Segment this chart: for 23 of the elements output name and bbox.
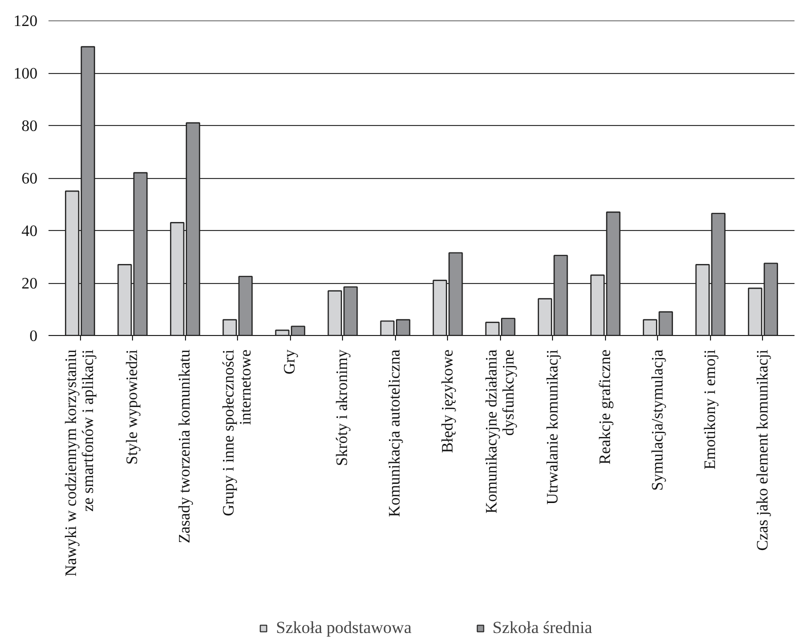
legend-label: Szkoła podstawowa xyxy=(276,618,412,638)
x-tick-label: Gry xyxy=(282,349,299,374)
x-tick-label: Komunikacyjne działania dysfunkcyjne xyxy=(483,350,518,514)
y-tick-label: 100 xyxy=(14,66,38,82)
x-tick-label: Reakcje graficzne xyxy=(596,350,614,465)
x-tick-label: Symulacja/stymulacja xyxy=(649,350,666,491)
x-tick-label: Czas jako element komunikacji xyxy=(754,348,772,551)
x-tick-label: Style wypowiedzi xyxy=(124,348,142,465)
y-tick-label: 20 xyxy=(22,276,38,292)
y-tick-label: 120 xyxy=(14,13,38,30)
x-tick-label: Skróty i akronimy xyxy=(334,350,352,466)
y-tick-label: 60 xyxy=(22,170,38,188)
y-tick-label: 40 xyxy=(22,223,38,240)
x-tick-label: Emotikony i emoji xyxy=(702,348,719,470)
x-tick-label: Komunikacja autoteliczna xyxy=(386,350,404,517)
x-tick-label: Grupy i inne społeczności internetowe xyxy=(220,348,255,516)
y-tick-label: 0 xyxy=(30,328,38,345)
x-tick-label: Błędy językowe xyxy=(439,349,456,454)
y-tick-label: 80 xyxy=(22,118,38,135)
x-tick-label: Zasady tworzenia komunikatu xyxy=(176,350,194,544)
legend-label: Szkoła średnia xyxy=(492,618,592,638)
x-tick-label: Utrwalanie komunikacji xyxy=(544,348,562,505)
x-tick-label: Nawyki w codziennym korzystaniu ze smartfonów i aplikacji xyxy=(63,348,98,577)
